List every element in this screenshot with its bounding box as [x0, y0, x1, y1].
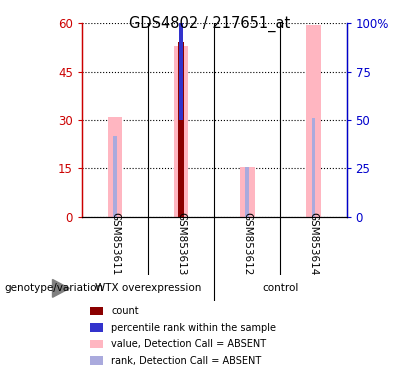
Bar — [240, 167, 255, 217]
Bar — [108, 117, 122, 217]
Bar — [174, 46, 189, 217]
Bar — [178, 43, 184, 217]
Text: GSM853611: GSM853611 — [110, 212, 120, 275]
Bar — [312, 118, 315, 217]
Bar — [179, 20, 183, 120]
Text: GSM853614: GSM853614 — [308, 212, 318, 275]
Bar — [179, 118, 183, 217]
Text: rank, Detection Call = ABSENT: rank, Detection Call = ABSENT — [111, 356, 262, 366]
Text: WTX overexpression: WTX overexpression — [95, 283, 201, 293]
Text: GDS4802 / 217651_at: GDS4802 / 217651_at — [129, 16, 291, 32]
Text: GSM853612: GSM853612 — [242, 212, 252, 275]
Bar — [113, 136, 117, 217]
Bar — [306, 25, 321, 217]
Polygon shape — [52, 280, 69, 297]
Text: control: control — [262, 283, 299, 293]
Text: GSM853613: GSM853613 — [176, 212, 186, 275]
Text: percentile rank within the sample: percentile rank within the sample — [111, 323, 276, 333]
Text: genotype/variation: genotype/variation — [4, 283, 103, 293]
Text: count: count — [111, 306, 139, 316]
Text: value, Detection Call = ABSENT: value, Detection Call = ABSENT — [111, 339, 266, 349]
Bar — [245, 167, 249, 217]
